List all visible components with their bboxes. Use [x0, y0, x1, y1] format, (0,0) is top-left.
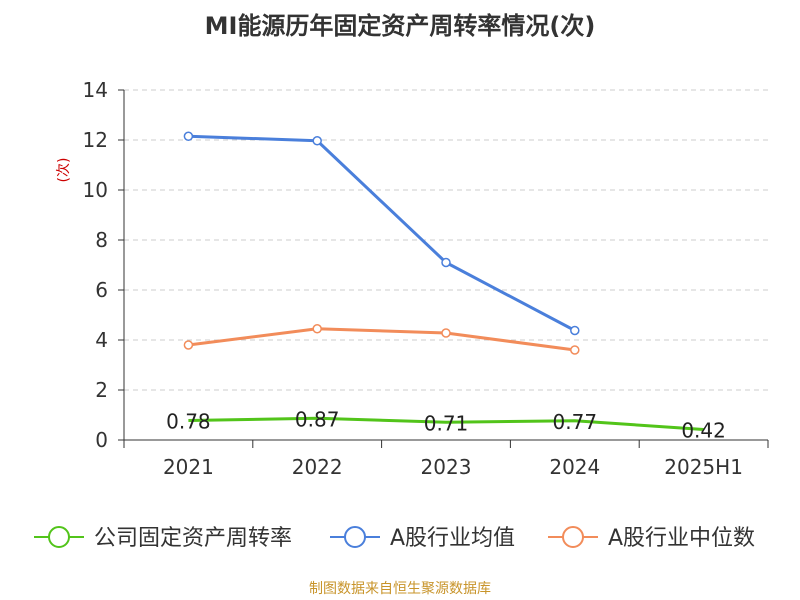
- grid-lines: [124, 89, 768, 391]
- data-point: [441, 257, 451, 268]
- data-point: [312, 136, 322, 146]
- y-tick-label: 14: [83, 78, 108, 102]
- data-point: [570, 345, 580, 355]
- x-tick-label: 2021: [163, 455, 214, 479]
- data-label: 0.71: [424, 411, 469, 435]
- y-tick-label: 4: [95, 328, 108, 352]
- y-tick-label: 12: [83, 128, 108, 152]
- chart-title: MI能源历年固定资产周转率情况(次): [204, 12, 596, 40]
- data-point: [570, 325, 580, 336]
- legend-label: A股行业均值: [390, 526, 515, 551]
- series-line-2: [188, 327, 575, 352]
- x-tick-label: 2022: [292, 455, 343, 479]
- x-tick-label: 2023: [421, 455, 472, 479]
- y-axis-label: (次): [56, 158, 72, 183]
- x-tick-label: 2024: [549, 455, 600, 479]
- data-label: 0.78: [166, 410, 211, 434]
- data-label: 0.77: [553, 410, 598, 434]
- y-tick-label: 6: [95, 278, 108, 302]
- y-tick-label: 8: [95, 228, 108, 252]
- y-tick-label: 10: [83, 178, 108, 202]
- legend-label: A股行业中位数: [608, 526, 755, 551]
- y-tick-label: 0: [95, 428, 108, 452]
- legend: 公司固定资产周转率 A股行业均值 A股行业中位数: [34, 526, 755, 551]
- series-line-1: [188, 134, 576, 332]
- data-point: [312, 324, 322, 334]
- legend-marker-icon: [344, 526, 366, 548]
- data-label: 0.87: [295, 407, 340, 431]
- data-point: [441, 328, 451, 338]
- source-footer: 制图数据来自恒生聚源数据库: [309, 581, 491, 597]
- data-label: 0.42: [681, 419, 726, 443]
- y-tick-label: 2: [95, 378, 108, 402]
- data-point: [183, 340, 194, 350]
- legend-marker-icon: [48, 526, 70, 548]
- legend-marker-icon: [562, 526, 584, 548]
- series-line-0: [188, 416, 704, 431]
- data-point: [183, 131, 194, 141]
- legend-label: 公司固定资产周转率: [94, 526, 292, 551]
- axes: 0 2 4 6 8 10 12 14 (次) 2021 2022 2023 2024 2025H1: [56, 78, 769, 479]
- data-labels: 0.78 0.87 0.71 0.77 0.42: [166, 407, 726, 442]
- series-lines: [183, 131, 704, 431]
- x-tick-label: 2025H1: [664, 455, 743, 479]
